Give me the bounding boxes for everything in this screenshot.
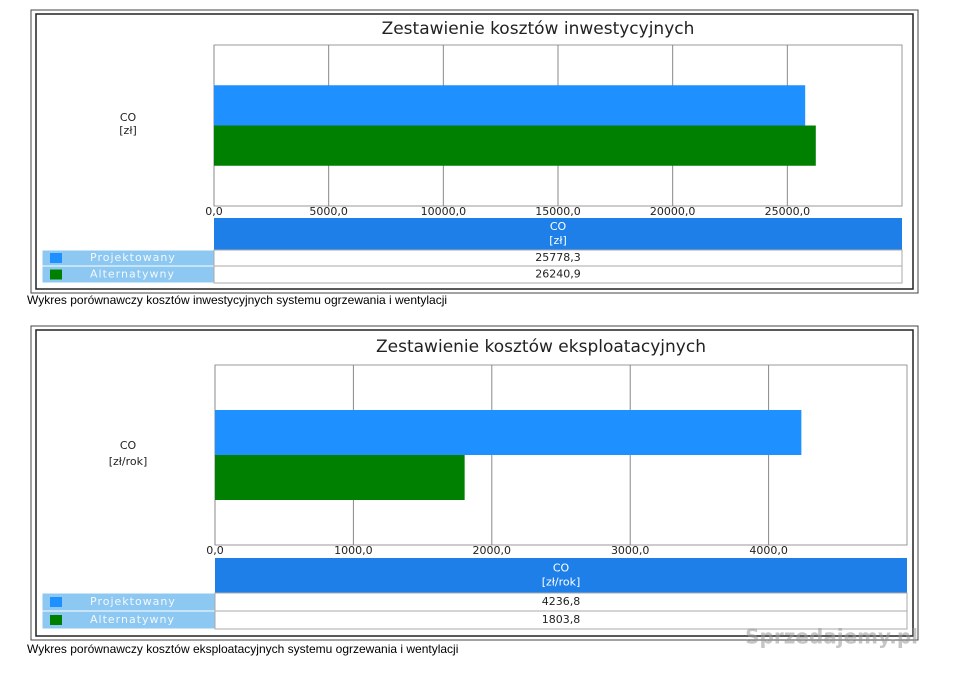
x-tick-label: 5000,0 xyxy=(309,205,348,218)
table-value: 4236,8 xyxy=(542,595,581,608)
table-header-category: CO xyxy=(553,562,570,575)
table-header-category: CO xyxy=(550,220,567,233)
category-unit: [zł] xyxy=(119,124,136,137)
x-tick-label: 1000,0 xyxy=(334,544,373,557)
chart-inner-frame xyxy=(35,13,914,290)
x-tick-label: 2000,0 xyxy=(473,544,512,557)
chart-frame xyxy=(30,325,919,641)
table-header xyxy=(214,218,902,250)
x-tick-label: 3000,0 xyxy=(611,544,650,557)
chart-inner-frame xyxy=(35,329,914,637)
x-tick-label: 10000,0 xyxy=(421,205,467,218)
chart-caption: Wykres porównawczy kosztów inwestycyjnyc… xyxy=(27,293,447,307)
bar xyxy=(215,455,465,500)
x-tick-label: 4000,0 xyxy=(749,544,788,557)
legend-label: Alternatywny xyxy=(90,613,175,626)
chart-title: Zestawienie kosztów inwestycyjnych xyxy=(382,19,695,39)
bar xyxy=(214,125,816,166)
chart-frame xyxy=(30,9,919,294)
table-cell xyxy=(214,610,908,630)
table-value: 25778,3 xyxy=(535,251,581,264)
x-tick-label: 20000,0 xyxy=(650,205,696,218)
bar xyxy=(214,85,806,126)
chart-title: Zestawienie kosztów eksploatacyjnych xyxy=(376,337,706,357)
x-tick-label: 0,0 xyxy=(205,205,223,218)
legend-swatch xyxy=(50,615,62,625)
table-header-unit: [zł/rok] xyxy=(542,576,581,589)
table-cell xyxy=(213,265,903,284)
legend-swatch xyxy=(50,597,62,607)
chart-caption: Wykres porównawczy kosztów eksploatacyjn… xyxy=(27,642,458,656)
legend-swatch xyxy=(50,253,62,263)
x-tick-label: 15000,0 xyxy=(535,205,581,218)
table-value: 26240,9 xyxy=(535,268,581,281)
x-tick-label: 0,0 xyxy=(206,544,224,557)
legend-label: Alternatywny xyxy=(90,268,175,281)
legend-label: Projektowany xyxy=(90,251,176,264)
watermark: Sprzedajemy.pl xyxy=(745,625,918,649)
category-unit: [zł/rok] xyxy=(109,455,148,468)
category-label: CO xyxy=(120,111,137,124)
bar xyxy=(215,410,802,455)
category-label: CO xyxy=(120,439,137,452)
table-header xyxy=(215,558,907,593)
x-tick-label: 25000,0 xyxy=(765,205,811,218)
table-value: 1803,8 xyxy=(542,613,581,626)
legend-swatch xyxy=(50,269,62,280)
legend-label: Projektowany xyxy=(90,595,176,608)
table-header-unit: [zł] xyxy=(549,234,566,247)
